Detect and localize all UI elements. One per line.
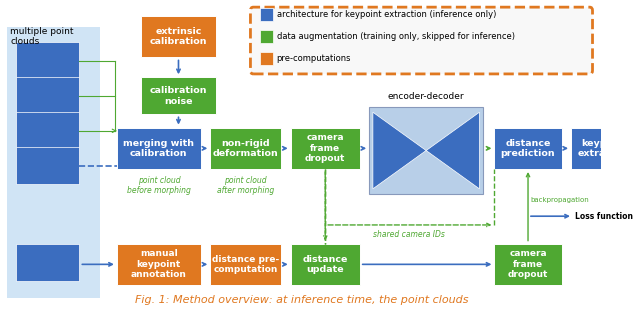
Text: extrinsic
calibration: extrinsic calibration: [150, 27, 207, 46]
Text: manual
keypoint
annotation: manual keypoint annotation: [131, 250, 187, 279]
Text: non-rigid
deformation: non-rigid deformation: [213, 139, 278, 158]
FancyBboxPatch shape: [250, 7, 593, 74]
FancyBboxPatch shape: [571, 128, 638, 169]
Text: architecture for keypoint extraction (inference only): architecture for keypoint extraction (in…: [276, 10, 496, 19]
Text: distance
update: distance update: [303, 255, 348, 274]
Text: backpropagation: backpropagation: [531, 197, 589, 203]
FancyBboxPatch shape: [211, 244, 282, 285]
Text: keypoint
extraction: keypoint extraction: [577, 139, 632, 158]
Polygon shape: [373, 112, 426, 189]
FancyBboxPatch shape: [494, 244, 562, 285]
FancyBboxPatch shape: [16, 147, 79, 184]
FancyBboxPatch shape: [260, 8, 273, 22]
Text: Loss function: Loss function: [575, 212, 633, 221]
FancyBboxPatch shape: [141, 77, 216, 115]
FancyBboxPatch shape: [16, 244, 79, 281]
FancyBboxPatch shape: [16, 42, 79, 79]
Text: calibration
noise: calibration noise: [150, 86, 207, 105]
Text: pre-computations: pre-computations: [276, 54, 351, 63]
FancyBboxPatch shape: [16, 77, 79, 115]
FancyBboxPatch shape: [6, 27, 100, 298]
FancyBboxPatch shape: [16, 112, 79, 149]
FancyBboxPatch shape: [369, 107, 483, 194]
Text: point cloud
before morphing: point cloud before morphing: [127, 176, 191, 195]
Text: distance
prediction: distance prediction: [500, 139, 556, 158]
FancyBboxPatch shape: [116, 244, 201, 285]
Text: distance pre-
computation: distance pre- computation: [212, 255, 280, 274]
Text: shared camera IDs: shared camera IDs: [373, 231, 445, 239]
Text: multiple point
clouds: multiple point clouds: [10, 27, 74, 46]
FancyBboxPatch shape: [116, 128, 201, 169]
Text: point cloud
after morphing: point cloud after morphing: [217, 176, 275, 195]
Text: merging with
calibration: merging with calibration: [124, 139, 195, 158]
Polygon shape: [426, 112, 479, 189]
FancyBboxPatch shape: [494, 128, 562, 169]
Text: Fig. 1: Method overview: at inference time, the point clouds: Fig. 1: Method overview: at inference ti…: [135, 295, 468, 305]
Text: encoder-decoder: encoder-decoder: [388, 92, 465, 101]
FancyBboxPatch shape: [291, 244, 360, 285]
FancyBboxPatch shape: [291, 128, 360, 169]
FancyBboxPatch shape: [211, 128, 282, 169]
Text: camera
frame
dropout: camera frame dropout: [508, 250, 548, 279]
FancyBboxPatch shape: [141, 16, 216, 57]
Text: camera
frame
dropout: camera frame dropout: [305, 134, 346, 163]
Text: data augmentation (training only, skipped for inference): data augmentation (training only, skippe…: [276, 32, 515, 41]
FancyBboxPatch shape: [260, 52, 273, 65]
FancyBboxPatch shape: [260, 30, 273, 43]
